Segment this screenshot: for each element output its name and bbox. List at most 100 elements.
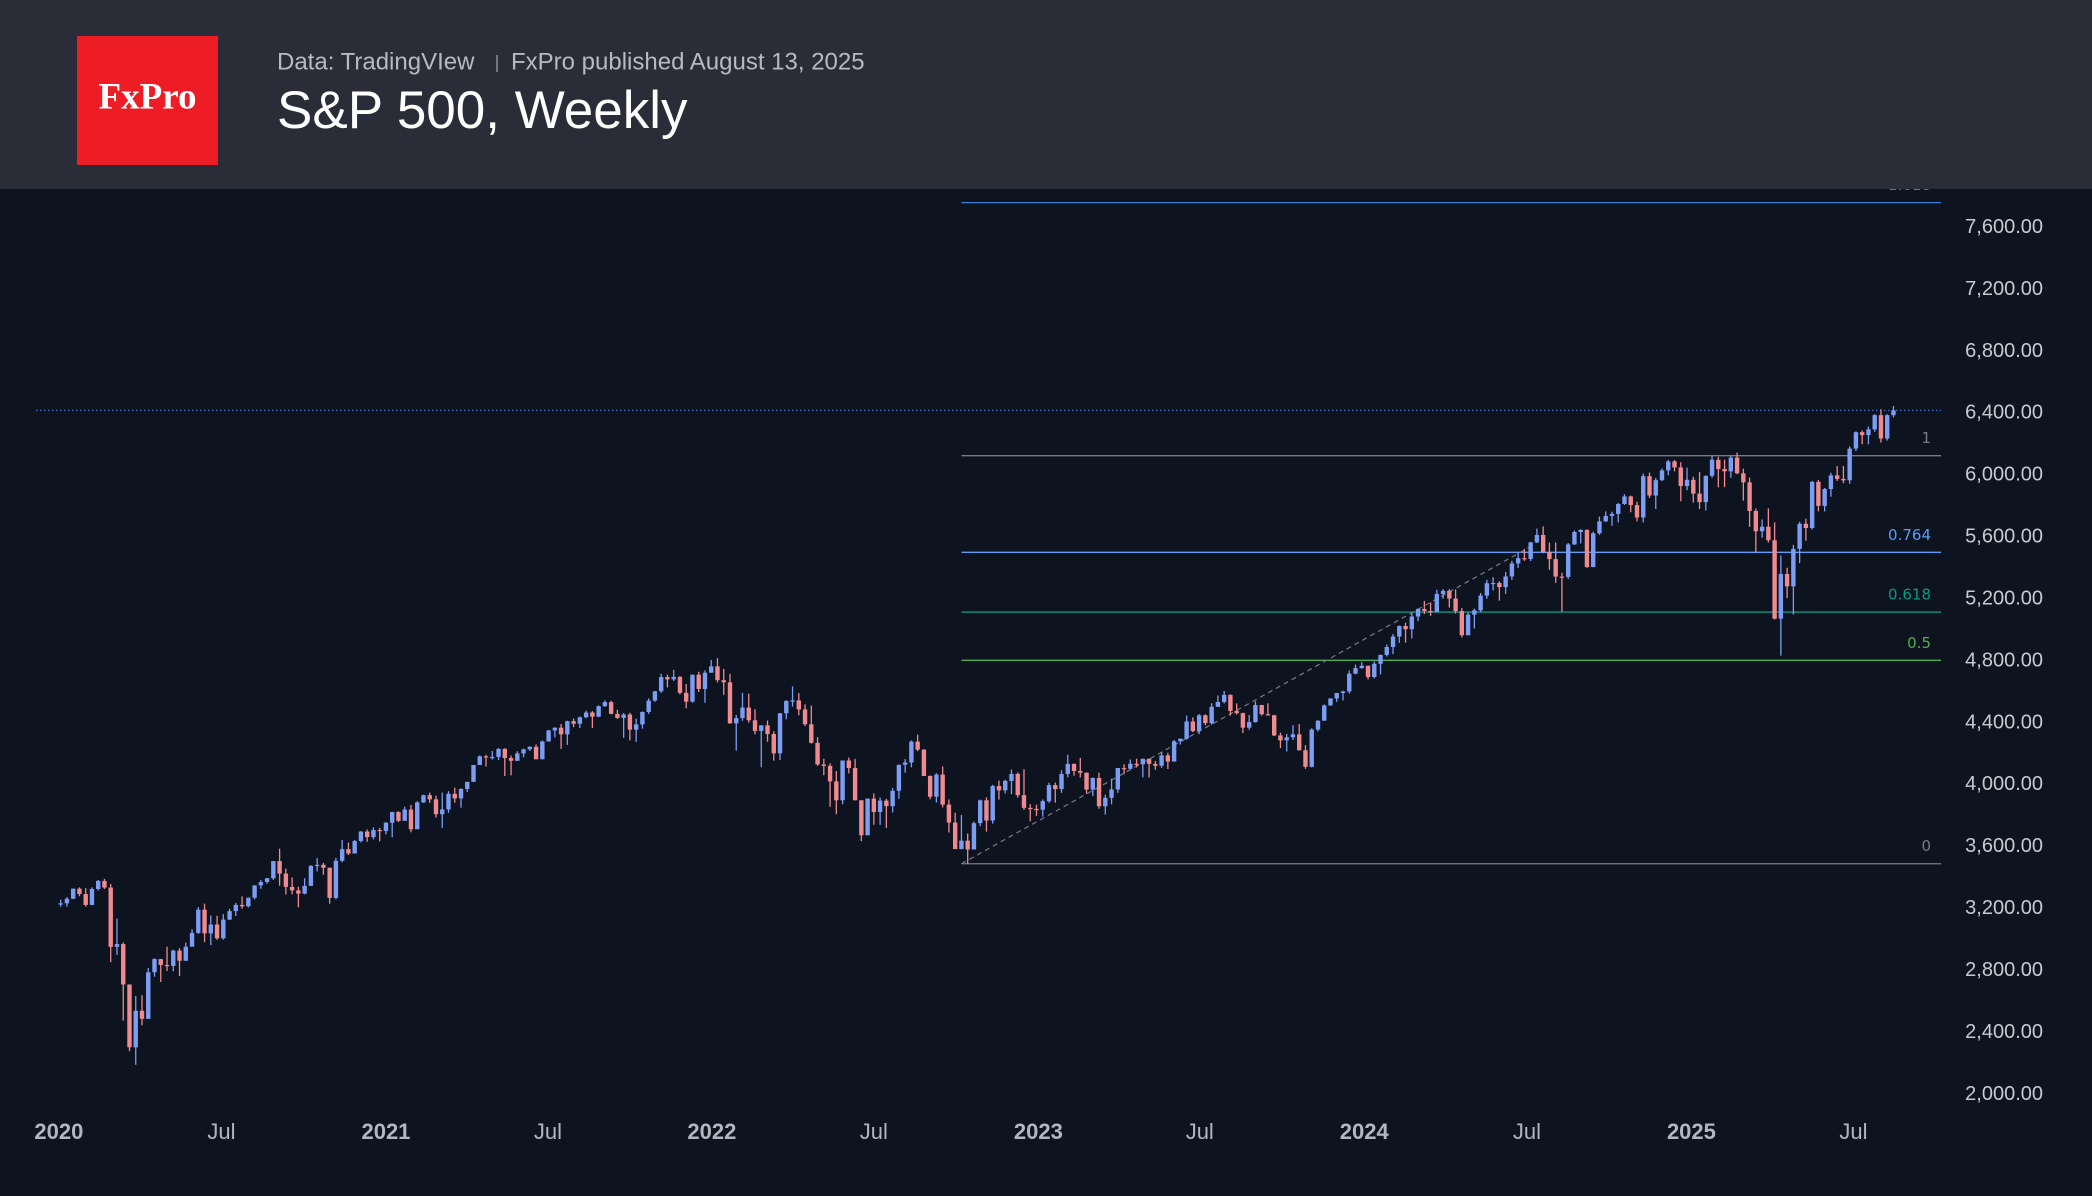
candle-body: [1885, 415, 1890, 439]
candle-body: [1584, 529, 1590, 567]
candle-body: [709, 666, 714, 673]
candle-body: [171, 950, 176, 966]
candle-body: [665, 677, 670, 680]
candle-body: [746, 707, 751, 721]
candle-body: [715, 666, 720, 681]
candle-body: [1240, 713, 1246, 728]
published: FxPro published August 13, 2025: [511, 48, 865, 75]
candle-body: [371, 829, 376, 838]
candle-body: [677, 676, 683, 693]
candle-body: [1647, 476, 1652, 496]
candle-body: [1253, 705, 1258, 723]
candle-body: [1271, 715, 1277, 736]
x-tick-label: 2024: [1340, 1119, 1390, 1144]
candle-body: [1503, 576, 1508, 588]
candle-body: [740, 707, 745, 719]
candle-body: [390, 812, 395, 823]
candle-body: [483, 756, 489, 758]
candle-body: [1684, 479, 1690, 487]
candle-body: [959, 840, 964, 850]
candle-body: [671, 676, 676, 680]
candle-body: [1071, 763, 1077, 772]
candle-body: [1434, 593, 1440, 613]
candle-body: [533, 746, 539, 760]
candle-body: [1559, 576, 1565, 578]
candle-body: [408, 809, 414, 830]
candle-body: [821, 764, 827, 766]
candle-body: [1853, 432, 1859, 449]
candle-body: [965, 840, 970, 850]
candle-body: [515, 753, 520, 761]
candle-body: [458, 788, 464, 799]
candle-body: [1834, 475, 1840, 479]
candle-body: [1403, 625, 1408, 630]
candle-body: [1797, 523, 1802, 549]
candle-body: [759, 725, 764, 731]
candle-body: [1822, 488, 1827, 506]
candle-body: [702, 672, 708, 689]
candle-body: [114, 944, 120, 947]
candle-body: [571, 721, 576, 724]
fib-label: 0: [1921, 837, 1931, 855]
candle-body: [940, 774, 945, 805]
y-tick-label: 6,800.00: [1965, 340, 2043, 362]
candle-body: [1866, 429, 1871, 436]
candle-body: [508, 758, 514, 761]
candle-body: [1847, 448, 1852, 481]
candle-body: [1478, 595, 1483, 611]
candle-body: [1791, 548, 1796, 587]
candle-body: [1597, 521, 1602, 534]
candle-body: [308, 865, 314, 886]
candle-body: [152, 959, 157, 973]
candle-body: [852, 768, 858, 801]
candle-body: [834, 781, 839, 801]
y-tick-label: 5,200.00: [1965, 587, 2043, 609]
candle-body: [1034, 808, 1039, 811]
logo-box: [77, 36, 218, 165]
candle-body: [1203, 715, 1208, 724]
candle-body: [1572, 532, 1577, 545]
candle-body: [1528, 542, 1533, 559]
candle-body: [183, 946, 188, 961]
candle-body: [327, 867, 332, 898]
candle-body: [1766, 526, 1771, 541]
candle-body: [1103, 797, 1108, 807]
candle-body: [1359, 665, 1364, 669]
x-tick-label: Jul: [1839, 1119, 1867, 1144]
candle-body: [902, 762, 908, 765]
candle-body: [1465, 614, 1471, 636]
candle-body: [1697, 493, 1702, 503]
candle-body: [490, 756, 495, 759]
candle-body: [658, 677, 664, 692]
candle-body: [1121, 768, 1127, 770]
candle-body: [602, 702, 608, 707]
candle-body: [1672, 461, 1677, 468]
logo-text: FxPro: [99, 76, 197, 117]
candle-body: [752, 720, 758, 731]
candle-body: [1741, 473, 1746, 483]
candle-body: [1728, 457, 1734, 472]
candle-body: [208, 924, 214, 934]
candle-body: [696, 674, 701, 689]
candle-body: [1509, 563, 1515, 577]
candle-body: [946, 804, 952, 823]
candle-body: [139, 1010, 145, 1019]
candle-body: [396, 812, 401, 821]
candle-body: [1809, 481, 1815, 528]
candle-body: [1309, 729, 1314, 767]
candle-body: [1078, 771, 1083, 773]
candle-body: [1659, 470, 1665, 481]
candle-body: [896, 764, 902, 791]
candle-body: [765, 725, 770, 735]
candle-body: [196, 909, 201, 933]
candle-body: [1365, 665, 1371, 678]
candle-body: [827, 765, 833, 782]
candle-body: [502, 748, 507, 759]
candle-body: [321, 864, 326, 868]
candle-body: [1440, 590, 1446, 594]
candle-body: [1209, 706, 1214, 724]
candle-body: [96, 880, 101, 889]
candle-body: [402, 809, 407, 821]
header-bar: [0, 0, 2092, 189]
candle-body: [802, 709, 808, 725]
